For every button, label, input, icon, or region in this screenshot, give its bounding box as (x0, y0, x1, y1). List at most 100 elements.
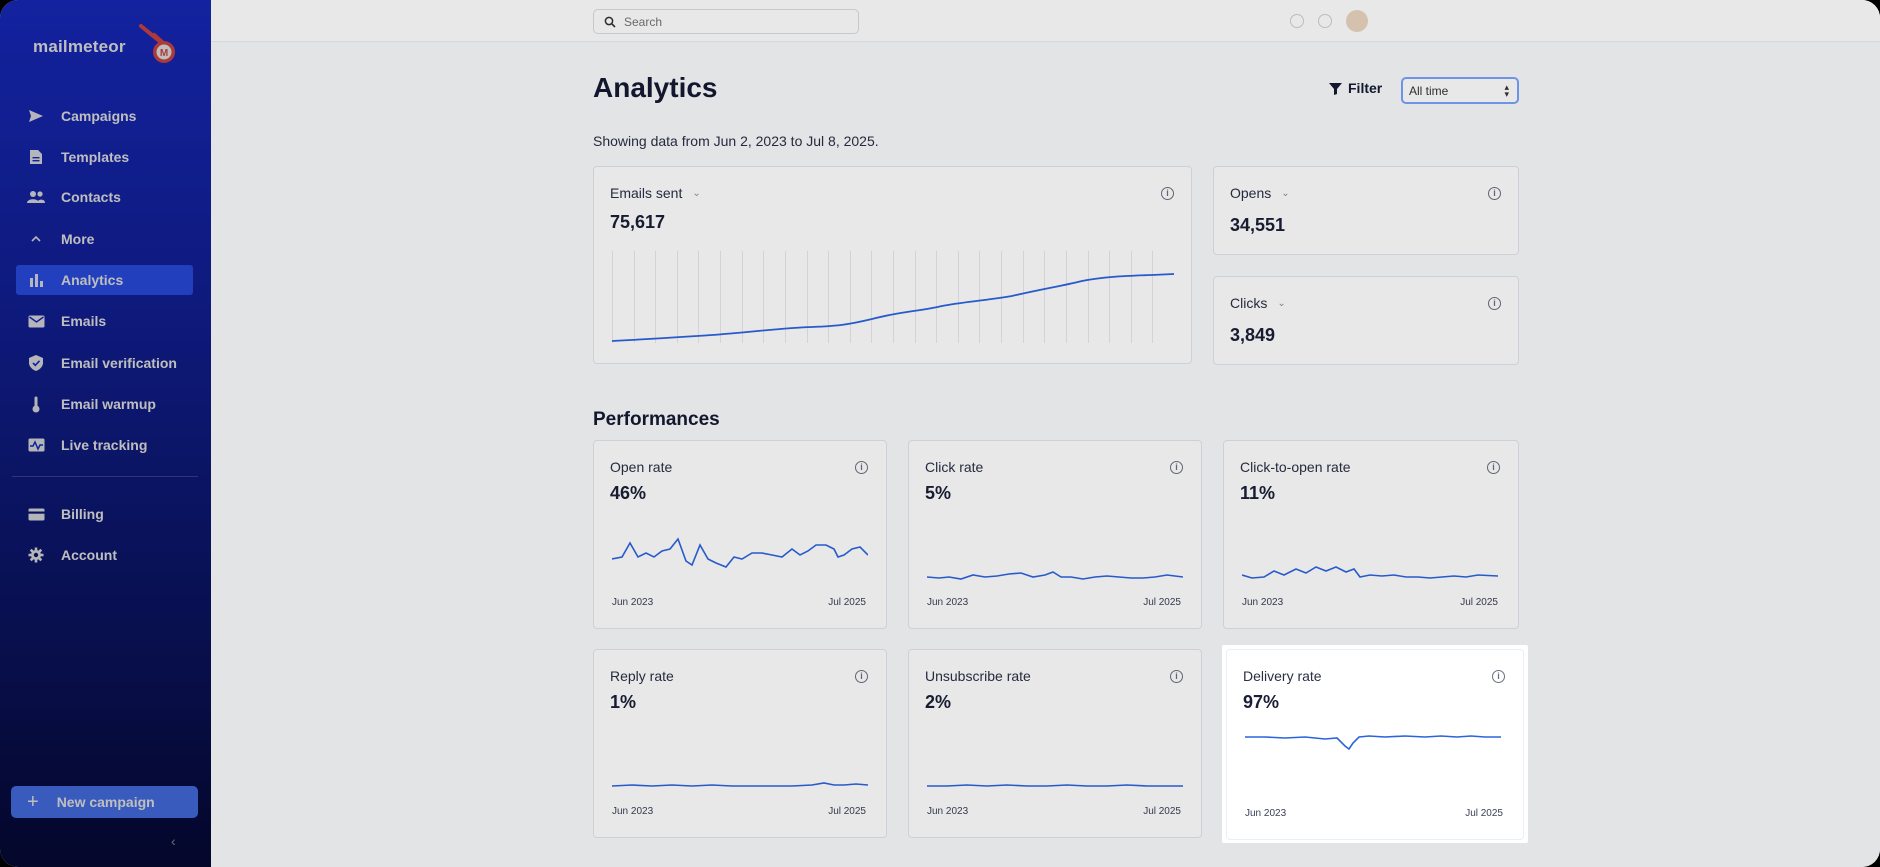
filter-icon (1329, 82, 1342, 95)
sidebar-item-campaigns[interactable]: Campaigns (16, 101, 193, 131)
click-to-open-rate-card: Click-to-open rate 11% i Jun 2023 Jul 20… (1223, 440, 1519, 629)
sidebar-item-label: Campaigns (61, 108, 137, 124)
avatar[interactable] (1346, 10, 1368, 32)
card-title[interactable]: Emails sent ⌄ (610, 185, 701, 201)
click-to-open-rate-value: 11% (1240, 483, 1276, 503)
clicks-label: Clicks (1230, 295, 1268, 311)
help-icon[interactable] (1290, 14, 1304, 28)
info-icon[interactable]: i (855, 670, 868, 683)
click-to-open-sparkline (1242, 566, 1498, 579)
sidebar: mailmeteor M Campaigns Templates (0, 0, 211, 867)
credit-card-icon (26, 504, 46, 524)
people-icon (26, 187, 46, 207)
sidebar-item-account[interactable]: Account (16, 540, 193, 570)
search-icon (604, 16, 616, 28)
delivery-rate-value: 97% (1243, 692, 1280, 712)
sidebar-item-label: Contacts (61, 189, 121, 205)
end-date-tick: Jul 2025 (828, 806, 866, 817)
svg-text:M: M (160, 48, 168, 59)
click-rate-sparkline (927, 571, 1183, 580)
click-rate-value: 5% (925, 483, 952, 503)
sidebar-item-label: Emails (61, 313, 107, 329)
unsubscribe-rate-card: Unsubscribe rate 2% i Jun 2023 Jul 2025 (908, 649, 1202, 838)
info-icon[interactable]: i (1488, 187, 1501, 200)
logo-text: mailmeteor (33, 37, 126, 56)
emails-sent-card: Emails sent ⌄ 75,617 i (593, 166, 1192, 364)
delivery-rate-highlight: Delivery rate 97% i Jun 2023 Jul 2025 (1222, 645, 1528, 843)
sidebar-item-emails[interactable]: Emails (16, 306, 193, 336)
end-date-tick: Jul 2025 (828, 597, 866, 608)
main-content: ​ Analytics Filter All time ▴▾ Showing d… (211, 0, 1880, 867)
sidebar-item-label: Live tracking (61, 437, 148, 453)
card-title[interactable]: Clicks ⌄ (1230, 295, 1286, 311)
info-icon[interactable]: i (1170, 461, 1183, 474)
search-input[interactable] (624, 14, 844, 29)
document-icon (26, 147, 46, 167)
date-range-subtitle: Showing data from Jun 2, 2023 to Jul 8, … (593, 133, 879, 149)
emails-sent-label: Emails sent (610, 185, 683, 201)
filter-button[interactable]: Filter (1329, 80, 1382, 96)
open-rate-sparkline (612, 537, 868, 568)
reply-rate-sparkline (612, 782, 868, 787)
filter-label: Filter (1348, 80, 1383, 96)
thermometer-icon (26, 394, 46, 414)
card-title: Click-to-open rate (1240, 459, 1351, 475)
start-date-tick: Jun 2023 (612, 806, 654, 817)
performances-title: Performances (593, 409, 720, 430)
select-arrows-icon: ▴ ▾ (1504, 82, 1509, 99)
card-title[interactable]: Opens ⌄ (1230, 185, 1290, 201)
start-date-tick: Jun 2023 (612, 597, 654, 608)
search-box[interactable] (593, 9, 859, 34)
opens-value: 34,551 (1230, 215, 1286, 235)
chevron-down-icon: ⌄ (1277, 297, 1286, 309)
logo[interactable]: mailmeteor M (33, 24, 175, 68)
topbar-actions: ​ (1276, 10, 1368, 32)
shield-check-icon (26, 353, 46, 373)
end-date-tick: Jul 2025 (1460, 597, 1498, 608)
date-range-select[interactable]: All time ▴ ▾ (1401, 77, 1519, 104)
sidebar-item-contacts[interactable]: Contacts (16, 182, 193, 212)
open-rate-value: 46% (610, 483, 647, 503)
sidebar-item-live-tracking[interactable]: Live tracking (16, 430, 193, 460)
sidebar-item-billing[interactable]: Billing (16, 499, 193, 529)
sidebar-item-label: Account (61, 547, 117, 563)
sidebar-item-email-warmup[interactable]: Email warmup (16, 389, 193, 419)
clicks-value: 3,849 (1230, 325, 1276, 345)
emails-sent-chart (612, 251, 1174, 343)
sidebar-item-more[interactable]: More (16, 224, 193, 254)
end-date-tick: Jul 2025 (1465, 808, 1503, 819)
delivery-rate-card[interactable]: Delivery rate 97% i Jun 2023 Jul 2025 (1226, 649, 1524, 840)
chevron-down-icon: ⌄ (1281, 187, 1290, 199)
clicks-card: Clicks ⌄ 3,849 i (1213, 276, 1519, 365)
collapse-sidebar-icon[interactable]: ‹ (171, 833, 176, 849)
start-date-tick: Jun 2023 (927, 806, 969, 817)
info-icon[interactable]: i (855, 461, 868, 474)
chevron-down-icon: ⌄ (692, 187, 701, 199)
date-range-value: All time (1409, 83, 1449, 98)
sidebar-item-templates[interactable]: Templates (16, 142, 193, 172)
emails-sent-value: 75,617 (610, 212, 666, 232)
card-title: Delivery rate (1243, 668, 1322, 684)
new-campaign-label: New campaign (56, 794, 155, 810)
card-title: Reply rate (610, 668, 674, 684)
sidebar-item-label: Email warmup (61, 396, 156, 412)
sidebar-divider (12, 476, 198, 477)
sidebar-item-analytics[interactable]: Analytics (16, 265, 193, 295)
open-rate-card: Open rate 46% i Jun 2023 Jul 2025 (593, 440, 887, 629)
sidebar-item-email-verification[interactable]: Email verification (16, 348, 193, 378)
delivery-rate-sparkline (1245, 735, 1501, 751)
info-icon[interactable]: i (1161, 187, 1174, 200)
opens-label: Opens (1230, 185, 1272, 201)
reply-rate-value: 1% (610, 692, 637, 712)
info-icon[interactable]: i (1488, 297, 1501, 310)
sidebar-item-label: Email verification (61, 355, 177, 371)
info-icon[interactable]: i (1492, 670, 1505, 683)
page-title: Analytics (593, 72, 718, 103)
meteor-logo-icon: M (139, 24, 175, 63)
new-campaign-button[interactable]: + New campaign (11, 786, 198, 818)
unsubscribe-rate-sparkline (927, 784, 1183, 787)
notification-icon[interactable] (1318, 14, 1332, 28)
info-icon[interactable]: i (1170, 670, 1183, 683)
info-icon[interactable]: i (1487, 461, 1500, 474)
end-date-tick: Jul 2025 (1143, 806, 1181, 817)
